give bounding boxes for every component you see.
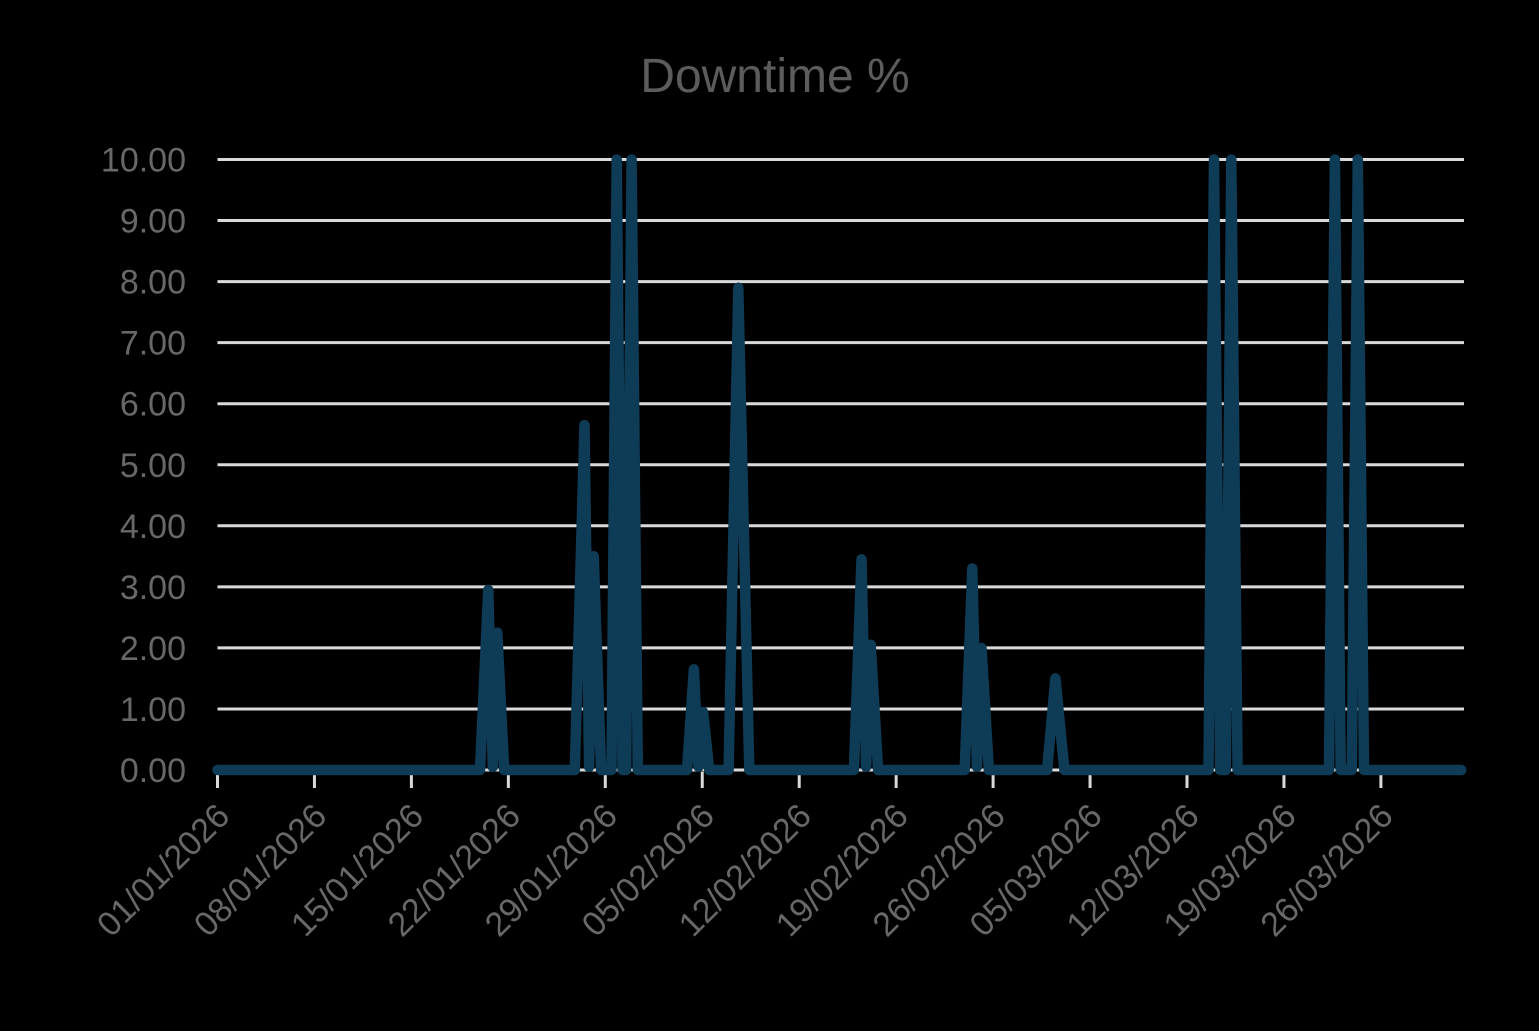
y-axis-tick-label: 10.00 bbox=[101, 142, 186, 180]
y-axis-tick-label: 8.00 bbox=[120, 264, 186, 302]
y-axis-tick-label: 4.00 bbox=[120, 508, 186, 546]
y-axis-tick-label: 3.00 bbox=[120, 569, 186, 607]
y-axis-tick-label: 5.00 bbox=[120, 447, 186, 485]
y-axis-tick-label: 9.00 bbox=[120, 203, 186, 241]
chart-title: Downtime % bbox=[640, 50, 909, 103]
y-axis-tick-label: 0.00 bbox=[120, 752, 186, 790]
y-axis-tick-label: 2.00 bbox=[120, 630, 186, 668]
y-axis-tick-label: 6.00 bbox=[120, 386, 186, 424]
downtime-series-line bbox=[212, 154, 1467, 776]
y-axis-tick-label: 1.00 bbox=[120, 691, 186, 729]
y-axis-tick-label: 7.00 bbox=[120, 325, 186, 363]
